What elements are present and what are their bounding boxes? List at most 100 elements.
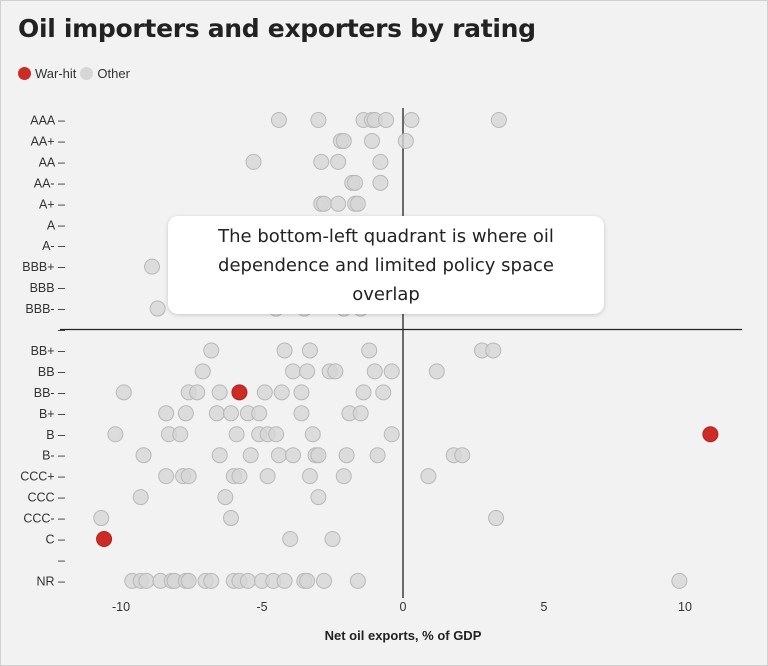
data-point-other <box>203 572 220 589</box>
data-point-other <box>149 300 166 317</box>
data-point-other <box>369 447 386 464</box>
x-axis-title: Net oil exports, % of GDP <box>325 628 482 643</box>
data-point-other <box>251 405 268 422</box>
data-point-other <box>349 195 366 212</box>
y-tick-label: B – <box>46 428 65 442</box>
data-point-other <box>301 342 318 359</box>
data-point-other <box>420 468 437 485</box>
data-point-other <box>310 112 327 128</box>
data-point-other <box>366 363 383 380</box>
data-point-other <box>375 384 392 401</box>
x-tick-label: -5 <box>256 600 267 614</box>
y-tick-label: B- – <box>42 449 65 463</box>
legend-swatch-other <box>80 67 94 80</box>
data-point-other <box>383 426 400 443</box>
legend-label-war-hit: War-hit <box>35 66 77 81</box>
y-tick-label: A+ – <box>39 197 65 211</box>
data-point-other <box>194 363 211 380</box>
data-point-other <box>485 342 502 359</box>
chart-title: Oil importers and exporters by rating <box>18 14 536 43</box>
data-point-other <box>239 572 256 589</box>
y-tick-label: BB+ – <box>31 344 65 358</box>
x-tick-label: -10 <box>112 600 130 614</box>
data-point-other <box>285 363 302 380</box>
y-tick-label: BB – <box>38 365 65 379</box>
data-point-other <box>488 510 505 527</box>
data-point-other <box>490 112 507 128</box>
data-point-other <box>222 405 239 422</box>
x-tick-label: 0 <box>400 600 407 614</box>
y-tick-label: BBB – <box>30 281 65 295</box>
data-point-other <box>256 384 273 401</box>
data-point-other <box>454 447 471 464</box>
data-point-other <box>211 384 228 401</box>
data-point-other <box>217 489 234 506</box>
data-point-other <box>135 447 152 464</box>
x-tick-label: 5 <box>541 600 548 614</box>
data-point-other <box>355 384 372 401</box>
y-tick-label: B+ – <box>39 407 65 421</box>
data-point-war-hit <box>96 531 113 547</box>
data-point-other <box>208 405 225 422</box>
y-tick-label: A- – <box>42 239 65 253</box>
legend-item-war-hit[interactable]: War-hit <box>18 66 76 81</box>
x-tick-label: 10 <box>678 600 692 614</box>
data-point-other <box>189 384 206 401</box>
data-point-other <box>335 132 352 149</box>
y-tick-label: CCC – <box>27 491 65 505</box>
data-point-other <box>180 468 197 485</box>
data-point-other <box>347 174 364 191</box>
legend-item-other[interactable]: Other <box>80 66 130 81</box>
data-point-other <box>282 531 299 547</box>
data-point-other <box>316 572 333 589</box>
data-point-other <box>293 405 310 422</box>
data-point-other <box>203 342 220 359</box>
y-tick-label: A – <box>47 218 65 232</box>
data-point-other <box>180 572 197 589</box>
data-point-other <box>177 405 194 422</box>
data-point-other <box>276 572 293 589</box>
data-point-war-hit <box>231 384 248 401</box>
data-point-other <box>228 426 245 443</box>
data-point-other <box>158 405 175 422</box>
legend-swatch-war-hit <box>18 67 31 80</box>
data-point-other <box>293 384 310 401</box>
data-point-other <box>361 342 378 359</box>
data-point-other <box>299 572 316 589</box>
legend-label-other: Other <box>97 66 130 81</box>
y-tick-label: NR – <box>37 574 66 588</box>
data-point-other <box>172 426 189 443</box>
annotation-text: The bottom-left quadrant is where oil de… <box>218 225 554 305</box>
data-point-other <box>144 258 161 275</box>
data-point-other <box>352 405 369 422</box>
data-point-other <box>363 132 380 149</box>
data-point-other <box>349 572 366 589</box>
y-tick-label: C – <box>46 533 66 547</box>
data-point-other <box>327 363 344 380</box>
data-point-other <box>316 195 333 212</box>
data-point-other <box>310 489 327 506</box>
y-tick-label: CCC+ – <box>20 470 65 484</box>
data-point-other <box>158 468 175 485</box>
data-point-other <box>115 384 132 401</box>
data-point-other <box>259 468 276 485</box>
data-point-other <box>330 195 347 212</box>
y-tick-label: – <box>58 553 65 567</box>
data-point-other <box>330 153 347 170</box>
y-tick-label: BBB- – <box>25 302 65 316</box>
data-point-other <box>383 363 400 380</box>
data-point-other <box>378 112 395 128</box>
data-point-war-hit <box>702 426 719 443</box>
data-point-other <box>270 112 287 128</box>
data-point-other <box>313 153 330 170</box>
data-point-other <box>285 447 302 464</box>
y-tick-label: AA- – <box>34 176 65 190</box>
y-tick-label: AA – <box>39 155 65 169</box>
data-point-other <box>324 531 341 547</box>
y-tick-label: BBB+ – <box>22 260 65 274</box>
data-point-other <box>231 468 248 485</box>
data-point-other <box>93 510 110 527</box>
data-point-other <box>242 447 259 464</box>
